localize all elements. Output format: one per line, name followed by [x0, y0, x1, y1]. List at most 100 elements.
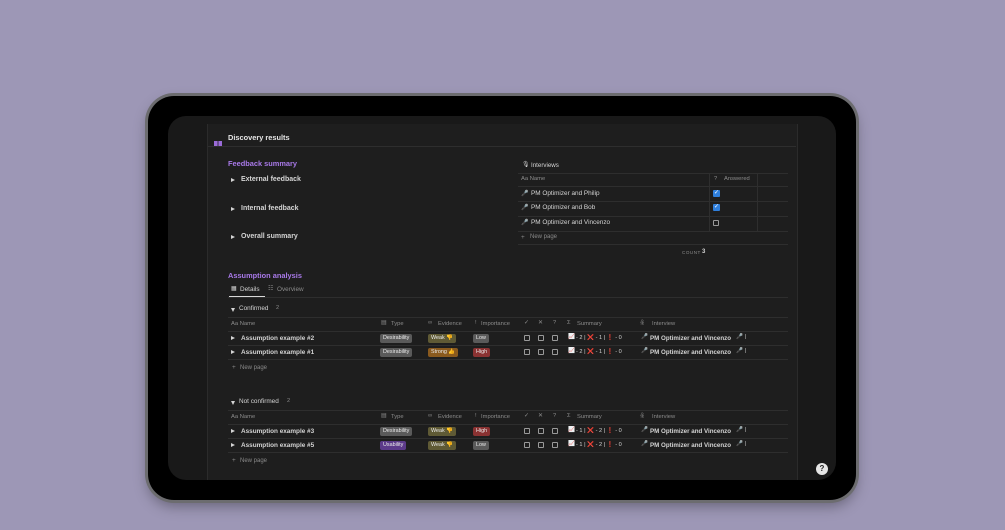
count-value: 3 — [702, 249, 706, 255]
board-icon: ☷ — [268, 286, 274, 292]
help-icon[interactable]: ? — [816, 463, 828, 475]
confirm-checkbox[interactable] — [524, 349, 530, 355]
answered-checkbox-checked[interactable]: ✓ — [713, 190, 720, 197]
chart-icon: 📈 — [568, 427, 575, 433]
col-summary[interactable]: Summary — [577, 321, 602, 327]
exclamation-icon: ! — [475, 320, 477, 326]
mic-page-icon: 🎤 — [521, 205, 529, 211]
col-type[interactable]: Type — [391, 321, 404, 327]
mic-page-icon: 🎤 — [521, 220, 529, 226]
evidence-tag: Strong 👍 — [428, 348, 459, 357]
col-summary[interactable]: Summary — [577, 414, 602, 420]
assumption-row-name[interactable]: Assumption example #5 — [241, 442, 315, 449]
row-expand-icon[interactable] — [231, 350, 235, 354]
group-collapse-icon[interactable] — [231, 308, 235, 312]
assumption-analysis-title: Assumption analysis — [228, 271, 302, 280]
mic-page-icon: 🎤 | — [736, 441, 746, 447]
col-importance[interactable]: Importance — [481, 414, 510, 420]
answered-checkbox-checked[interactable]: ✓ — [713, 204, 720, 211]
col-interview[interactable]: Interview — [652, 321, 676, 327]
toggle-caret-icon[interactable] — [231, 178, 235, 182]
plus-icon[interactable]: + — [232, 457, 236, 464]
group-label-not-confirmed[interactable]: Not confirmed — [239, 398, 279, 405]
reject-checkbox[interactable] — [538, 428, 544, 434]
tab-active-underline — [229, 296, 265, 298]
assumption-row-name[interactable]: Assumption example #1 — [241, 349, 315, 356]
x-col-icon: ✕ — [538, 320, 543, 326]
importance-tag: Low — [473, 334, 489, 343]
mic-page-icon: 🎤 — [641, 334, 648, 340]
col-evidence[interactable]: Evidence — [438, 321, 462, 327]
row-expand-icon[interactable] — [231, 336, 235, 340]
unsure-checkbox[interactable] — [552, 335, 558, 341]
plus-icon[interactable]: + — [521, 234, 525, 241]
type-tag: Desirability — [380, 334, 413, 343]
chart-icon: 📈 — [568, 441, 575, 447]
check-col-icon: ✓ — [524, 320, 529, 326]
row-expand-icon[interactable] — [231, 429, 235, 433]
row-expand-icon[interactable] — [231, 443, 235, 447]
reject-checkbox[interactable] — [538, 335, 544, 341]
summary-formula: - 1 | ❌ - 2 | ❗ - 0 — [576, 428, 622, 434]
page-panel — [207, 124, 798, 480]
interviews-title: Interviews — [531, 162, 559, 169]
plus-icon[interactable]: + — [232, 364, 236, 371]
importance-tag: Low — [473, 441, 489, 450]
reject-checkbox[interactable] — [538, 349, 544, 355]
col-evidence[interactable]: Evidence — [438, 414, 462, 420]
confirm-checkbox[interactable] — [524, 335, 530, 341]
interview-relation[interactable]: PM Optimizer and Vincenzo — [650, 442, 732, 449]
unsure-checkbox[interactable] — [552, 349, 558, 355]
importance-tag: High — [473, 427, 491, 436]
type-tag: Desirability — [380, 427, 413, 436]
assumption-row-name[interactable]: Assumption example #2 — [241, 335, 315, 342]
confirm-checkbox[interactable] — [524, 442, 530, 448]
toggle-caret-icon[interactable] — [231, 235, 235, 239]
tab-details[interactable]: Details — [240, 286, 260, 293]
evidence-tag: Weak 👎 — [428, 334, 456, 343]
col-name[interactable]: Aa Name — [231, 321, 256, 327]
group-count: 2 — [287, 398, 291, 404]
assumption-row-name[interactable]: Assumption example #3 — [241, 428, 315, 435]
col-type[interactable]: Type — [391, 414, 404, 420]
x-col-icon: ✕ — [538, 413, 543, 419]
interview-row-name[interactable]: PM Optimizer and Vincenzo — [531, 219, 611, 226]
answered-checkbox[interactable] — [713, 220, 719, 226]
grid-icon: ▦ — [231, 286, 237, 292]
microphone-icon: 🎙 — [522, 162, 530, 168]
toggle-internal-feedback[interactable]: Internal feedback — [241, 205, 299, 212]
toggle-caret-icon[interactable] — [231, 207, 235, 211]
interview-relation[interactable]: PM Optimizer and Vincenzo — [650, 349, 732, 356]
interviews-col-answered[interactable]: Answered — [724, 176, 750, 182]
interviews-col-name[interactable]: Aa Name — [521, 176, 546, 182]
interview-row-name[interactable]: PM Optimizer and Philip — [531, 190, 600, 197]
tab-overview[interactable]: Overview — [277, 286, 304, 293]
group-label-confirmed[interactable]: Confirmed — [239, 305, 269, 312]
group-collapse-icon[interactable] — [231, 401, 235, 405]
toggle-external-feedback[interactable]: External feedback — [241, 176, 301, 183]
group-new-page[interactable]: New page — [240, 365, 268, 371]
col-importance[interactable]: Importance — [481, 321, 510, 327]
confirm-checkbox[interactable] — [524, 428, 530, 434]
unsure-checkbox[interactable] — [552, 442, 558, 448]
question-icon: ? — [714, 176, 718, 182]
interviews-new-page[interactable]: New page — [530, 234, 558, 240]
check-col-icon: ✓ — [524, 413, 529, 419]
count-label: COUNT — [682, 250, 701, 255]
tablet-frame: Discovery results Feedback summary Exter… — [148, 96, 856, 500]
unsure-checkbox[interactable] — [552, 428, 558, 434]
binoculars-icon: ∞ — [428, 413, 433, 419]
lock-icon: ▤ — [381, 320, 387, 326]
reject-checkbox[interactable] — [538, 442, 544, 448]
question-col-icon: ? — [553, 413, 557, 419]
interview-relation[interactable]: PM Optimizer and Vincenzo — [650, 428, 732, 435]
group-new-page[interactable]: New page — [240, 458, 268, 464]
sigma-icon: Σ — [567, 320, 571, 326]
interview-row-name[interactable]: PM Optimizer and Bob — [531, 204, 596, 211]
people-icon: ꆜ — [640, 414, 645, 420]
interview-relation[interactable]: PM Optimizer and Vincenzo — [650, 335, 732, 342]
col-name[interactable]: Aa Name — [231, 414, 256, 420]
mic-page-icon: 🎤 — [521, 191, 529, 197]
toggle-overall-summary[interactable]: Overall summary — [241, 233, 298, 240]
col-interview[interactable]: Interview — [652, 414, 676, 420]
